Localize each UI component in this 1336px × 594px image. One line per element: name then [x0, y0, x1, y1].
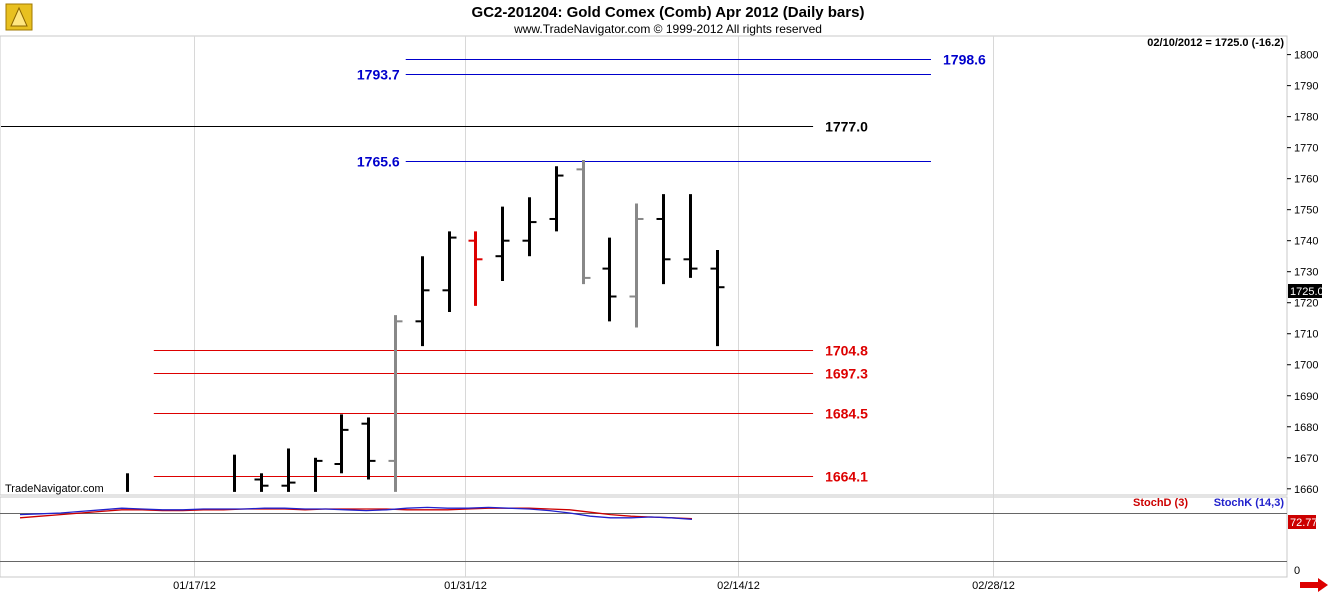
- last-price-badge: [1288, 284, 1322, 298]
- price-levels: 1798.6 1793.7 1777.0 1765.6 1704.8 1697.3 1684…: [1, 52, 986, 485]
- date-axis: 01/17/12 01/31/12 02/14/12 02/28/12: [173, 580, 1015, 592]
- watermark-text: TradeNavigator.com: [5, 483, 104, 495]
- header-logo: [5, 3, 33, 31]
- level-label: 1765.6: [357, 154, 400, 170]
- scroll-right-arrow[interactable]: [1300, 578, 1328, 592]
- price-tick-label: 1710: [1294, 329, 1318, 341]
- ohlc-bar: [576, 160, 591, 285]
- ohlc-bar: [656, 194, 671, 285]
- date-tick-label: 02/14/12: [717, 580, 760, 592]
- date-tick-label: 01/31/12: [444, 580, 487, 592]
- price-tick-label: 1750: [1294, 205, 1318, 217]
- ohlc-bar: [334, 414, 349, 474]
- ohlc-bar: [549, 166, 564, 232]
- legend-stochd: StochD (3): [1133, 497, 1188, 509]
- level-label: 1704.8: [825, 343, 868, 359]
- ohlc-bar: [361, 417, 376, 480]
- stoch-zero-label: 0: [1294, 565, 1300, 577]
- ohlc-bar: [254, 473, 269, 492]
- ohlc-bar: [415, 256, 430, 347]
- price-axis: 1660 1670 1680 1690 1700 1710 1720 1730 1740 1750…: [1287, 50, 1318, 496]
- price-tick-label: 1770: [1294, 143, 1318, 155]
- level-label: 1664.1: [825, 469, 868, 485]
- ohlc-bar: [710, 249, 725, 347]
- ohlc-bar: [602, 237, 617, 322]
- ohlc-bar: [442, 231, 457, 313]
- stochd-line: [19, 507, 693, 520]
- level-label: 1798.6: [943, 52, 986, 68]
- price-tick-label: 1660: [1294, 484, 1318, 496]
- grid-lines: [194, 36, 994, 577]
- date-tick-label: 02/28/12: [972, 580, 1015, 592]
- last-price-label: 1725.0: [1290, 286, 1324, 298]
- price-tick-label: 1730: [1294, 267, 1318, 279]
- stoch-last-badge: [1288, 515, 1316, 529]
- price-tick-label: 1700: [1294, 360, 1318, 372]
- price-tick-label: 1740: [1294, 236, 1318, 248]
- price-pane-frame: [0, 35, 1288, 496]
- stochk-line: [19, 506, 693, 521]
- stoch-last-label: 72.77: [1290, 517, 1318, 529]
- stochastic-pane: [0, 506, 1287, 562]
- level-label: 1684.5: [825, 406, 868, 422]
- level-label: 1777.0: [825, 119, 868, 135]
- chart-title: GC2-201204: Gold Comex (Comb) Apr 2012 (…: [472, 4, 865, 21]
- indicator-pane-frame: [0, 496, 1288, 578]
- level-label: 1697.3: [825, 366, 868, 382]
- legend-stochk: StochK (14,3): [1214, 497, 1285, 509]
- price-tick-label: 1800: [1294, 50, 1318, 62]
- copyright-text: www.TradeNavigator.com © 1999-2012 All r…: [513, 22, 822, 36]
- price-tick-label: 1670: [1294, 453, 1318, 465]
- last-bar-readout: 02/10/2012 = 1725.0 (-16.2): [1147, 37, 1284, 49]
- price-tick-label: 1680: [1294, 422, 1318, 434]
- price-tick-label: 1690: [1294, 391, 1318, 403]
- level-label: 1793.7: [357, 67, 400, 83]
- ohlc-bar: [495, 206, 510, 282]
- price-tick-label: 1790: [1294, 81, 1318, 93]
- ohlc-bar: [522, 197, 537, 257]
- ohlc-bar: [629, 203, 644, 328]
- price-bars: [126, 160, 725, 492]
- ohlc-bar: [468, 231, 483, 306]
- date-tick-label: 01/17/12: [173, 580, 216, 592]
- ohlc-bar: [314, 457, 323, 492]
- price-tick-label: 1720: [1294, 298, 1318, 310]
- price-tick-label: 1760: [1294, 174, 1318, 186]
- price-tick-label: 1780: [1294, 112, 1318, 124]
- ohlc-bar: [388, 315, 403, 492]
- ohlc-bar: [281, 448, 296, 492]
- ohlc-bar: [683, 194, 698, 278]
